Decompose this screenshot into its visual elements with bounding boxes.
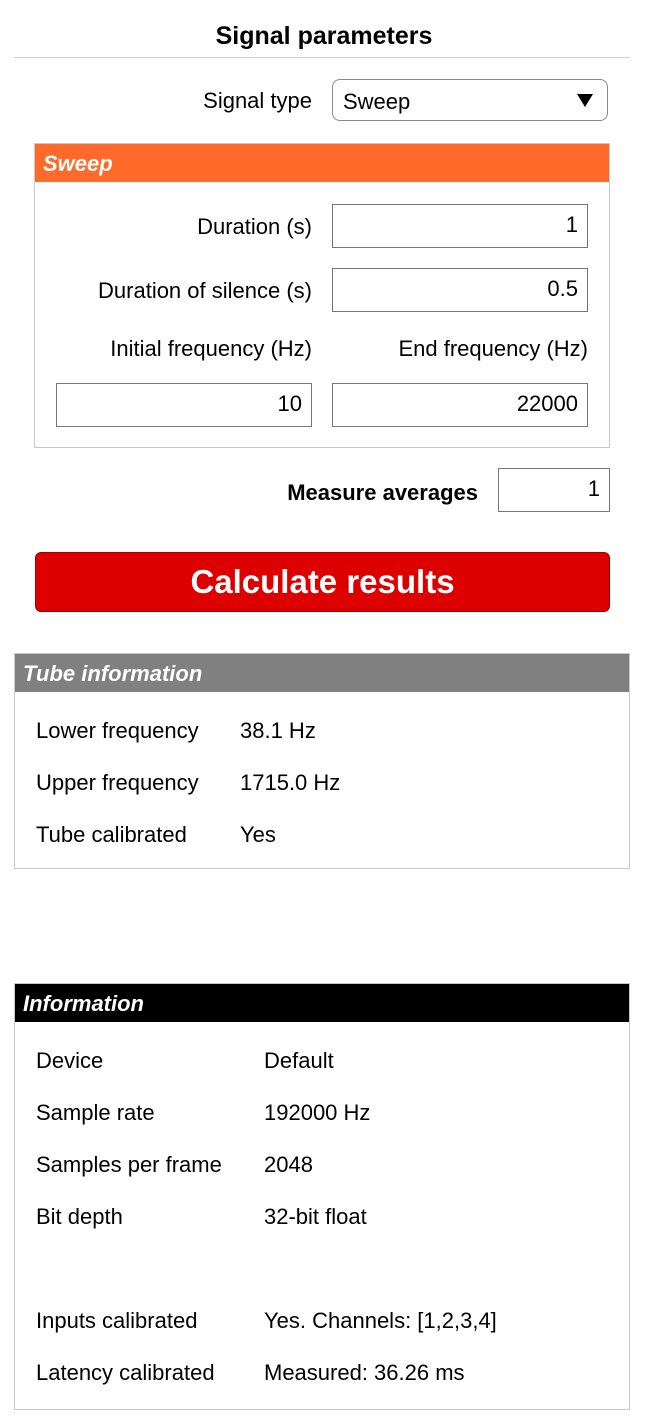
sweep-panel-title: Sweep <box>43 151 113 176</box>
silence-duration-label: Duration of silence (s) <box>98 278 312 303</box>
information-title: Information <box>23 991 144 1016</box>
tube-row-value: Yes <box>240 822 276 847</box>
tube-information-header: Tube information <box>15 654 629 692</box>
tube-row-value: 38.1 Hz <box>240 718 316 743</box>
tube-row-label: Tube calibrated <box>36 822 187 847</box>
tube-row-label: Upper frequency <box>36 770 199 795</box>
info-row-value: Measured: 36.26 ms <box>264 1360 465 1385</box>
signal-type-value: Sweep <box>343 89 411 114</box>
info-row-value: 2048 <box>264 1152 313 1177</box>
measure-averages-field[interactable]: 1 <box>498 468 610 512</box>
signal-type-label: Signal type <box>203 88 312 113</box>
initial-frequency-field[interactable]: 10 <box>56 383 312 427</box>
information-header: Information <box>15 984 629 1022</box>
tube-row-label: Lower frequency <box>36 718 199 743</box>
info-row-value: 192000 Hz <box>264 1100 371 1125</box>
tube-row-value: 1715.0 Hz <box>240 770 341 795</box>
info-row-value: 32-bit float <box>264 1204 367 1229</box>
calculate-results-button[interactable]: Calculate results <box>35 552 610 612</box>
tube-information-title: Tube information <box>23 661 203 686</box>
info-row-label: Latency calibrated <box>36 1360 215 1385</box>
info-row-value: Default <box>264 1048 334 1073</box>
chevron-down-icon <box>577 94 593 107</box>
measure-averages-label: Measure averages <box>287 480 478 505</box>
sweep-panel: Sweep <box>34 143 610 448</box>
end-frequency-label: End frequency (Hz) <box>398 336 588 361</box>
info-row-label: Bit depth <box>36 1204 123 1229</box>
duration-label: Duration (s) <box>197 214 312 239</box>
information-panel: Information <box>14 983 630 1410</box>
end-frequency-field[interactable]: 22000 <box>332 383 588 427</box>
info-row-value: Yes. Channels: [1,2,3,4] <box>264 1308 497 1333</box>
sweep-panel-header: Sweep <box>35 144 609 182</box>
info-row-label: Inputs calibrated <box>36 1308 198 1333</box>
signal-type-select[interactable]: Sweep <box>332 79 608 121</box>
duration-field[interactable]: 1 <box>332 204 588 248</box>
info-row-label: Device <box>36 1048 104 1073</box>
page-title: Signal parameters <box>215 22 433 50</box>
title-divider <box>14 57 630 58</box>
tube-information-panel: Tube information <box>14 653 630 869</box>
info-row-label: Samples per frame <box>36 1152 222 1177</box>
info-row-label: Sample rate <box>36 1100 155 1125</box>
silence-duration-field[interactable]: 0.5 <box>332 268 588 312</box>
initial-frequency-label: Initial frequency (Hz) <box>110 336 312 361</box>
